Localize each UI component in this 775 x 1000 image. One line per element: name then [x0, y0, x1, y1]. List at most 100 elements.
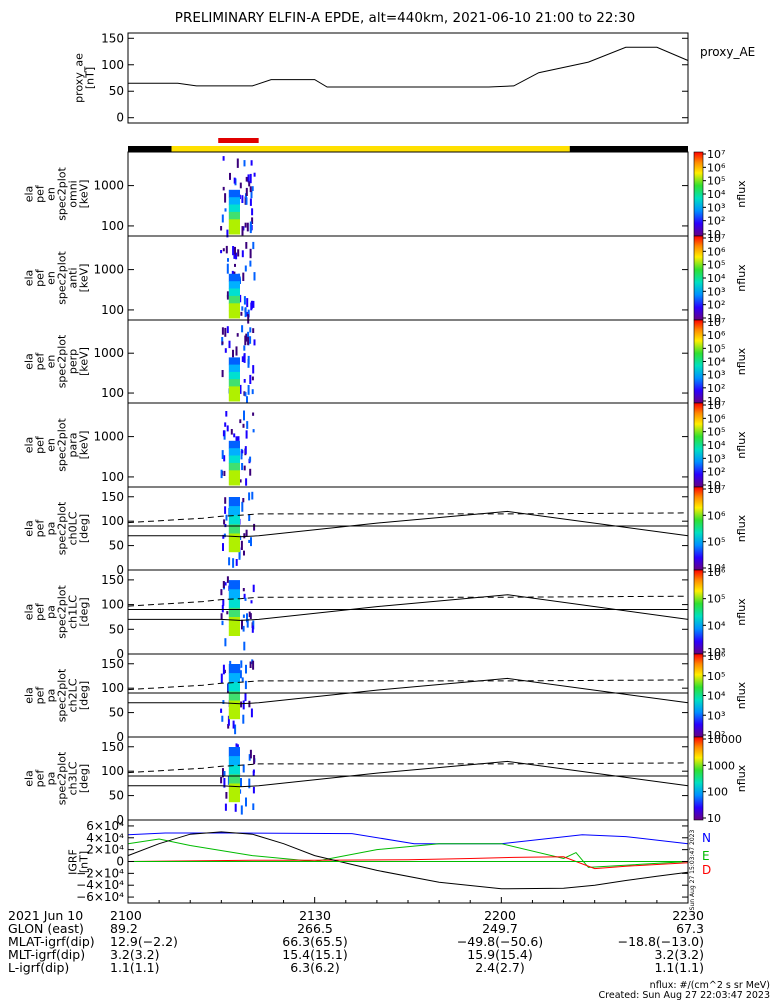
- pa_ch1-cb-title: nflux: [735, 598, 748, 626]
- spec_anti-pixel: [243, 296, 246, 305]
- spec_anti-cb-label: 10: [707, 312, 721, 325]
- proxy-ae-ylabel: proxy_ae[nT]: [73, 53, 97, 103]
- spec_para-pixel: [243, 465, 246, 471]
- pa_ch3-cb-label: 1000: [707, 759, 735, 772]
- spec_perp-cb-label: 10: [707, 395, 721, 408]
- spec_anti-pixel: [241, 306, 244, 311]
- pa_ch3-pixel: [223, 771, 226, 776]
- pa_ch1-antiloss-cone-line: [127, 595, 689, 607]
- pa_ch1-pixel: [224, 638, 227, 647]
- spec_para-pixel: [237, 436, 240, 441]
- pa_ch0-cb-title: nflux: [735, 514, 748, 542]
- spec_para-pixel: [223, 455, 226, 462]
- spec_perp-core: [228, 379, 240, 387]
- pa_ch1-loss-cone-line: [128, 594, 689, 621]
- pa_ch0-tick-label: 50: [109, 539, 124, 553]
- spec_anti-pixel: [250, 302, 253, 311]
- pa_ch0-pixel: [251, 491, 254, 500]
- spec_perp-cb-label: 10⁴: [707, 356, 726, 369]
- spec_perp-pixel: [221, 341, 224, 345]
- xaxis-row-value: 1.1(1.1): [110, 960, 160, 975]
- igrf-tick-label: 6×10⁴: [86, 819, 124, 833]
- spec_perp-pixel: [235, 346, 238, 356]
- pa_ch2-tick-label: 150: [101, 657, 124, 671]
- xaxis-row-value: 266.5: [297, 921, 333, 936]
- pa_ch0-pixel: [245, 529, 248, 537]
- spec_anti-frame: [127, 235, 689, 321]
- spec_para-cb-label: 10⁶: [707, 412, 726, 425]
- pa_ch0-pixel: [248, 514, 251, 521]
- spec_para-pixel: [252, 429, 255, 433]
- pa_ch1-core: [228, 617, 240, 627]
- spec_para-pixel: [249, 468, 252, 476]
- pa_ch1-pixel: [251, 625, 254, 633]
- spec_anti-pixel: [241, 250, 244, 258]
- pa_ch2-tick-label: 100: [101, 681, 124, 695]
- spec_anti-ylabel: elapefenspec2plotanti[keV]: [23, 251, 91, 305]
- xaxis-row-value: 1.1(1.1): [654, 960, 704, 975]
- pa_ch1-pixel: [221, 620, 224, 626]
- spec_perp-pixel: [243, 345, 246, 351]
- pa_ch1-tick-label: 50: [109, 622, 124, 636]
- pa_ch0-core: [228, 524, 240, 534]
- pa_ch0-core: [228, 497, 240, 507]
- spec_para-cb-label: 10: [707, 479, 721, 492]
- pa_ch1-cb-label: 10⁶: [707, 566, 726, 579]
- pa_ch2-pixel: [248, 700, 251, 708]
- pa_ch2-pixel: [222, 664, 225, 675]
- spec_anti-pixel: [226, 291, 229, 298]
- pa_ch2-frame: [127, 653, 689, 738]
- spec_anti-core: [228, 310, 240, 319]
- spec_perp-pixel: [249, 374, 252, 384]
- pa_ch2-pixel: [245, 664, 247, 674]
- pa_ch1-pixel: [222, 581, 225, 588]
- pa_ch2-core: [228, 691, 240, 701]
- spec_anti-pixel: [252, 241, 255, 250]
- spec_omni-pixel: [246, 222, 249, 232]
- pa_ch2-loss-cone-line: [128, 677, 689, 705]
- spec_anti-pixel: [225, 245, 228, 254]
- spec_anti-core: [228, 295, 240, 304]
- spec_perp-core: [228, 364, 240, 373]
- pa_ch1-cb-label: 10⁴: [707, 619, 726, 632]
- spec_para-pixel: [223, 470, 226, 476]
- spec_para-pixel: [249, 456, 252, 462]
- proxy-ae-line: [128, 46, 689, 88]
- pa_ch2-pixel: [249, 661, 252, 668]
- spec_omni-pixel: [244, 222, 247, 228]
- spec_omni-pixel: [253, 172, 256, 177]
- spec_anti-pixel: [226, 263, 229, 274]
- spec_perp-cb-label: 10³: [707, 369, 725, 382]
- xaxis-row-value: 2130: [299, 908, 331, 923]
- pa_ch3-pixel: [235, 743, 238, 747]
- pa_ch0-core: [228, 533, 240, 544]
- spec_perp-pixel: [244, 392, 247, 397]
- pa_ch3-pixel: [222, 768, 224, 778]
- xaxis-row-value: 6.3(6.2): [290, 960, 340, 975]
- spec_para-core: [228, 440, 240, 449]
- igrf-tick-label: −4×10⁴: [76, 878, 124, 892]
- spec_anti-pixel: [220, 250, 223, 254]
- spec_omni-pixel: [245, 197, 248, 205]
- pa_ch0-core: [228, 515, 240, 525]
- pa_ch0-pixel: [223, 533, 226, 538]
- pa_ch3-pixel: [249, 749, 252, 759]
- spec_anti-pixel: [222, 248, 225, 252]
- xaxis-row-value: 15.4(15.1): [282, 947, 347, 962]
- pa_ch3-cb-label: 10: [707, 812, 721, 825]
- pa_ch2-pixel: [242, 714, 245, 724]
- pa_ch3-pixel: [248, 754, 251, 761]
- igrf-series-N: [127, 832, 689, 845]
- pa_ch3-core: [228, 747, 240, 757]
- spec_omni-tick-label: 100: [101, 219, 124, 233]
- pa_ch2-core: [228, 673, 240, 683]
- pa_ch3-frame: [127, 736, 689, 821]
- spec_perp-pixel: [224, 348, 227, 353]
- pa_ch0-pixel: [228, 557, 231, 566]
- spec_para-pixel: [246, 421, 249, 429]
- spec_perp-pixel: [247, 385, 250, 395]
- pa_ch0-pixel: [235, 559, 238, 566]
- pa_ch1-pixel: [242, 614, 245, 618]
- pa_ch0-pixel: [253, 523, 256, 531]
- spec_para-cb-label: 10⁷: [707, 399, 725, 412]
